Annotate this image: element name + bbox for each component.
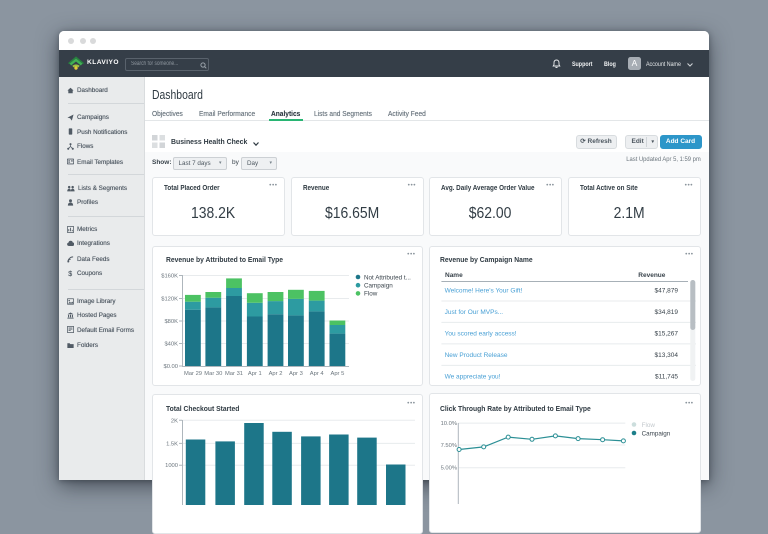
svg-text:$34,819: $34,819 <box>655 309 679 316</box>
svg-text:1.5K: 1.5K <box>166 441 178 447</box>
svg-text:$11,745: $11,745 <box>655 373 678 380</box>
svg-text:Flow: Flow <box>642 422 656 429</box>
svg-text:We appreciate you!: We appreciate you! <box>445 373 501 380</box>
svg-text:$160K: $160K <box>161 274 178 280</box>
svg-text:Campaign: Campaign <box>642 430 671 437</box>
svg-text:5.00%: 5.00% <box>441 466 457 472</box>
svg-text:New Product Release: New Product Release <box>445 352 508 359</box>
svg-text:$: $ <box>68 271 72 277</box>
svg-text:Just for Our MVPs...: Just for Our MVPs... <box>445 309 504 316</box>
svg-text:Apr 5: Apr 5 <box>330 371 344 377</box>
svg-text:Revenue: Revenue <box>638 272 665 279</box>
svg-text:Campaign: Campaign <box>364 283 393 290</box>
svg-text:Welcome! Here's Your Gift!: Welcome! Here's Your Gift! <box>445 288 523 295</box>
svg-text:7.50%: 7.50% <box>441 443 457 449</box>
svg-text:1000: 1000 <box>165 463 178 469</box>
svg-text:Apr 3: Apr 3 <box>289 371 303 377</box>
svg-text:Flow: Flow <box>364 291 378 298</box>
svg-text:Name: Name <box>445 272 463 279</box>
svg-text:$15,267: $15,267 <box>655 330 679 337</box>
svg-text:Mar 31: Mar 31 <box>225 371 243 377</box>
svg-text:$47,879: $47,879 <box>655 288 679 295</box>
svg-text:You scored early access!: You scored early access! <box>445 330 517 337</box>
svg-text:$80K: $80K <box>164 319 178 325</box>
svg-text:Apr 1: Apr 1 <box>248 371 262 377</box>
svg-text:10.0%: 10.0% <box>441 421 457 427</box>
svg-text:$40K: $40K <box>164 342 178 348</box>
svg-text:Mar 29: Mar 29 <box>184 371 202 377</box>
svg-text:2K: 2K <box>171 418 178 424</box>
svg-text:Apr 4: Apr 4 <box>310 371 325 377</box>
svg-text:$13,304: $13,304 <box>655 352 679 359</box>
svg-text:Apr 2: Apr 2 <box>269 371 283 377</box>
svg-text:Mar 30: Mar 30 <box>204 371 222 377</box>
svg-text:$0.00: $0.00 <box>163 364 178 370</box>
svg-text:Not Attributed t...: Not Attributed t... <box>364 274 411 281</box>
svg-text:$120K: $120K <box>161 297 178 303</box>
